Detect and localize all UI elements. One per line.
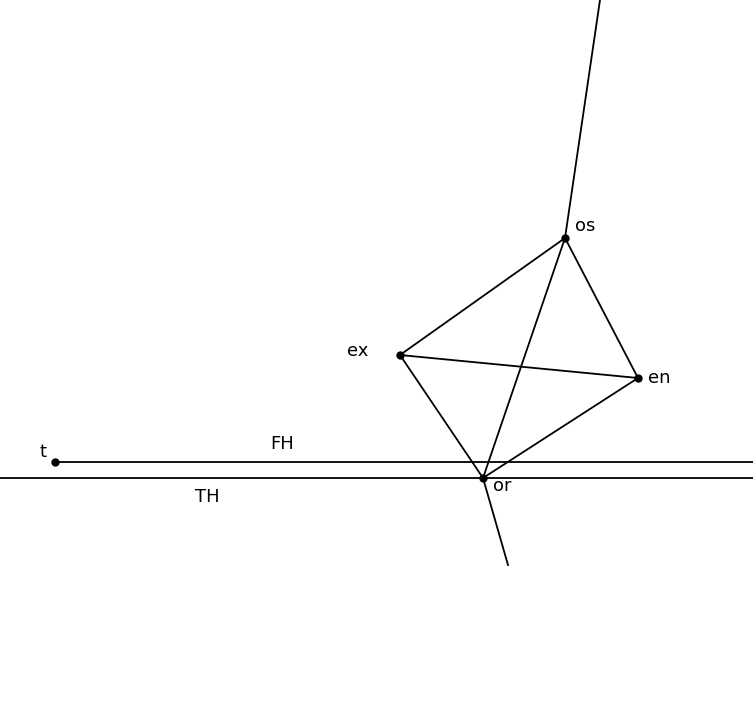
Text: TH: TH <box>195 488 220 506</box>
Text: ex: ex <box>346 342 368 360</box>
Text: FH: FH <box>270 435 294 453</box>
Text: os: os <box>575 217 596 235</box>
Text: t: t <box>40 443 47 461</box>
Text: en: en <box>648 369 670 387</box>
Text: or: or <box>493 477 511 495</box>
